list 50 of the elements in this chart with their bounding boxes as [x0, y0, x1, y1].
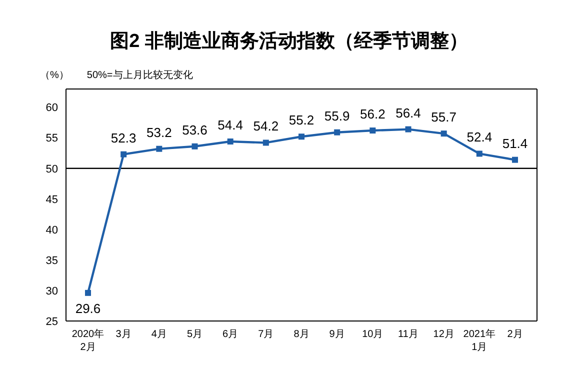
point — [405, 126, 412, 132]
x-tick-label: 2月 — [507, 329, 523, 340]
x-tick-label: 2020年 2月 — [72, 328, 104, 353]
point — [440, 130, 447, 137]
point — [192, 143, 198, 150]
x-tick-label: 2021年 1月 — [463, 328, 496, 353]
data-label: 56.2 — [360, 106, 386, 122]
data-label: 53.2 — [146, 124, 172, 140]
y-tick-label: 50 — [46, 163, 58, 176]
data-label: 52.3 — [110, 130, 136, 146]
y-tick-label: 25 — [46, 316, 58, 328]
data-label: 29.6 — [75, 300, 101, 316]
x-tick-label: 4月 — [151, 329, 167, 340]
y-tick-label: 35 — [46, 254, 58, 267]
data-label: 53.6 — [182, 122, 208, 138]
x-tick-label: 11月 — [398, 329, 418, 340]
data-label: 52.4 — [466, 130, 492, 145]
x-tick-label: 5月 — [186, 329, 203, 340]
x-tick-label: 7月 — [258, 329, 274, 340]
y-tick-label: 40 — [46, 224, 58, 236]
y-tick-label: 30 — [46, 285, 58, 298]
point — [227, 138, 234, 145]
data-label: 54.4 — [218, 118, 243, 133]
y-tick-label: 45 — [46, 194, 58, 206]
text: 50%=与上月比较无变化 — [86, 68, 193, 82]
data-label: 55.2 — [288, 112, 314, 128]
x-tick-label: 3月 — [116, 329, 132, 340]
x-tick-label: 10月 — [362, 329, 384, 340]
point — [262, 140, 269, 146]
data-label: 51.4 — [502, 136, 528, 151]
point — [370, 128, 376, 134]
point — [120, 151, 127, 158]
point — [156, 146, 162, 152]
x-tick-label: 8月 — [294, 329, 310, 340]
point — [512, 156, 518, 163]
y-tick-label: 55 — [46, 132, 58, 145]
chart-title: 图2 非制造业商务活动指数（经季节调整） — [109, 30, 469, 54]
point — [298, 134, 304, 140]
point — [85, 290, 91, 296]
x-tick-label: 6月 — [222, 329, 238, 340]
x-tick-label: 12月 — [433, 329, 454, 340]
data-label: 54.2 — [253, 118, 279, 134]
x-tick-label: 9月 — [329, 329, 345, 340]
y-axis-title: （%） — [40, 69, 69, 82]
y-tick-label: 60 — [46, 102, 58, 114]
data-label: 55.7 — [431, 110, 456, 125]
data-label: 56.4 — [396, 105, 421, 120]
data-label: 55.9 — [324, 108, 350, 124]
point — [334, 129, 340, 136]
point — [476, 150, 482, 157]
